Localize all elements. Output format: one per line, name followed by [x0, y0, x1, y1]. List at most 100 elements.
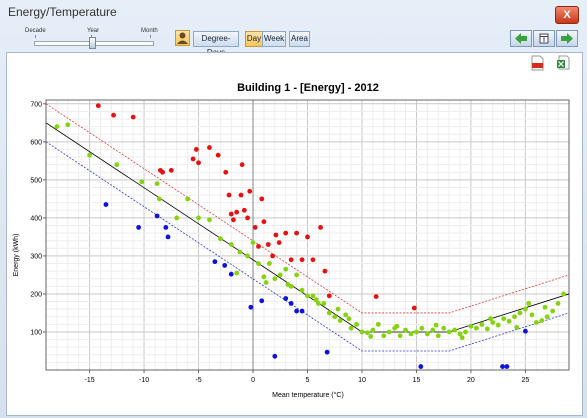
data-point: [294, 230, 300, 236]
data-point: [430, 327, 436, 333]
x-tick-label: 15: [413, 377, 421, 384]
data-point: [411, 305, 417, 311]
data-point: [65, 122, 71, 128]
data-point: [259, 196, 265, 202]
data-point: [261, 274, 267, 280]
excel-export-button[interactable]: [556, 55, 570, 71]
pdf-export-button[interactable]: [531, 55, 544, 71]
data-point: [239, 162, 245, 168]
y-axis-label: Energy (kWh): [13, 234, 20, 277]
data-point: [247, 188, 253, 194]
data-point: [165, 234, 171, 240]
data-point: [261, 219, 267, 225]
data-point: [370, 327, 376, 333]
data-point: [457, 331, 463, 337]
data-point: [526, 301, 532, 306]
slider-mark: [35, 35, 36, 38]
y-tick-label: 400: [30, 215, 42, 222]
x-axis-label: Mean temperature (°C): [272, 391, 344, 399]
slider-label-month: Month: [141, 28, 158, 34]
data-point: [403, 327, 408, 333]
data-point: [231, 217, 236, 223]
data-point: [273, 232, 279, 238]
data-point: [517, 310, 523, 316]
x-tick-label: 25: [522, 377, 530, 384]
window-title: Energy/Temperature: [8, 5, 117, 19]
data-point: [332, 314, 338, 320]
data-point: [441, 325, 447, 331]
data-point: [555, 301, 561, 306]
data-point: [228, 271, 234, 277]
week-button[interactable]: Week: [262, 31, 286, 47]
x-tick-label: 0: [251, 377, 255, 384]
data-point: [512, 314, 517, 320]
data-point: [174, 215, 180, 221]
data-point: [299, 308, 305, 314]
data-point: [348, 325, 354, 331]
data-point: [354, 321, 359, 327]
data-point: [207, 217, 212, 223]
data-point: [373, 294, 379, 300]
data-point: [523, 306, 528, 312]
data-point: [160, 169, 165, 175]
data-point: [285, 282, 291, 287]
data-point: [326, 293, 332, 299]
data-point: [288, 301, 294, 306]
data-point: [228, 211, 234, 217]
data-point: [500, 364, 505, 369]
area-button[interactable]: Area: [289, 31, 310, 47]
data-point: [397, 333, 403, 339]
data-point: [504, 364, 510, 369]
data-point: [226, 192, 232, 198]
data-point: [185, 196, 191, 202]
data-point: [87, 152, 92, 158]
data-point: [473, 325, 479, 331]
data-point: [111, 112, 116, 118]
data-point: [234, 270, 240, 276]
excel-export-icon: [557, 55, 570, 70]
data-point: [310, 257, 316, 263]
data-point: [544, 314, 550, 320]
data-point: [326, 310, 332, 316]
y-tick-label: 700: [30, 101, 42, 108]
slider-label-year: Year: [87, 28, 100, 34]
slider-mark: [91, 35, 92, 38]
y-tick-label: 300: [30, 253, 42, 260]
data-point: [299, 257, 305, 263]
lower-bound-line: [45, 141, 570, 352]
data-point: [283, 230, 289, 236]
data-point: [506, 318, 512, 324]
data-point: [435, 333, 441, 339]
data-point: [365, 330, 370, 336]
data-point: [495, 322, 501, 328]
user-button[interactable]: [175, 30, 190, 46]
person-icon: [177, 32, 188, 44]
data-point: [294, 308, 300, 314]
data-point: [54, 124, 60, 130]
data-point: [318, 224, 323, 230]
data-point: [529, 312, 535, 318]
data-point: [114, 162, 120, 168]
data-point: [136, 224, 142, 230]
data-point: [263, 280, 269, 285]
x-tick-label: -5: [195, 377, 201, 384]
data-point: [488, 316, 493, 322]
data-point: [207, 145, 212, 150]
previous-button[interactable]: [510, 30, 532, 47]
data-point: [310, 293, 316, 299]
next-button[interactable]: [556, 30, 578, 47]
slider-thumb[interactable]: [89, 37, 96, 49]
data-point: [433, 322, 439, 328]
data-point: [523, 328, 528, 334]
data-point: [381, 333, 387, 339]
calendar-button[interactable]: [533, 30, 555, 47]
data-point: [305, 293, 310, 299]
chart-title: Building 1 - [Energy] - 2012: [237, 82, 379, 94]
data-point: [294, 272, 300, 278]
close-button[interactable]: X: [555, 6, 579, 24]
data-point: [196, 215, 201, 221]
data-point: [272, 276, 278, 282]
data-point: [305, 234, 310, 240]
data-point: [270, 253, 276, 259]
